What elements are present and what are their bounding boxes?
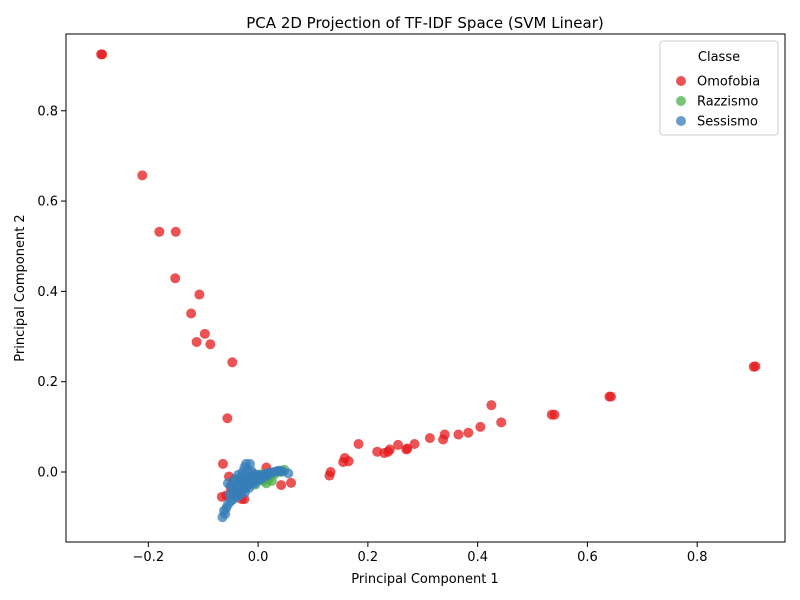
point-omofobia-3 [154, 226, 165, 237]
point-omofobia-2 [137, 170, 148, 181]
plot-frame [65, 33, 786, 543]
point-omofobia-29 [343, 456, 354, 467]
point-omofobia-44 [475, 421, 486, 432]
point-omofobia-8 [199, 328, 210, 339]
point-sessismo-58 [262, 470, 273, 481]
y-tick-label-1: 0.2 [37, 375, 58, 390]
x-axis: −0.2 0.0 0.2 0.4 0.6 0.8 [133, 542, 708, 565]
legend: Classe Omofobia Razzismo Sessismo [659, 40, 779, 136]
x-tick-label-5: 0.8 [687, 550, 708, 565]
point-sessismo-54 [224, 489, 235, 500]
point-omofobia-46 [496, 417, 507, 428]
point-omofobia-48 [549, 409, 560, 420]
point-omofobia-23 [276, 480, 287, 491]
legend-label-razzismo: Razzismo [697, 95, 758, 110]
point-omofobia-50 [606, 391, 617, 402]
x-tick-label-4: 0.6 [577, 550, 598, 565]
point-omofobia-12 [222, 413, 233, 424]
point-omofobia-41 [439, 429, 450, 440]
y-tick-label-3: 0.6 [37, 195, 58, 210]
point-omofobia-24 [286, 477, 297, 488]
point-omofobia-45 [486, 400, 497, 411]
x-axis-label: Principal Component 1 [351, 572, 498, 587]
legend-title: Classe [698, 50, 740, 65]
point-omofobia-10 [205, 339, 216, 350]
point-omofobia-42 [453, 429, 464, 440]
legend-box [659, 40, 779, 136]
legend-marker-sessismo [676, 116, 686, 126]
y-tick-label-4: 0.8 [37, 104, 58, 119]
y-tick-label-2: 0.4 [37, 285, 58, 300]
point-omofobia-9 [191, 336, 202, 347]
point-omofobia-7 [186, 308, 197, 319]
y-axis: 0.0 0.2 0.4 0.6 0.8 [37, 104, 66, 481]
point-omofobia-11 [227, 357, 238, 368]
x-tick-label-1: 0.0 [248, 550, 269, 565]
point-omofobia-52 [750, 361, 761, 372]
point-omofobia-38 [409, 439, 420, 450]
point-sessismo-25 [283, 468, 294, 479]
point-omofobia-35 [393, 439, 404, 450]
point-omofobia-6 [194, 289, 205, 300]
point-omofobia-1 [97, 49, 108, 60]
y-tick-label-0: 0.0 [37, 466, 58, 481]
point-omofobia-37 [402, 443, 413, 454]
point-omofobia-30 [353, 439, 364, 450]
y-axis-label: Principal Component 2 [13, 214, 28, 361]
point-omofobia-39 [424, 433, 435, 444]
point-omofobia-5 [170, 273, 181, 284]
point-omofobia-43 [463, 427, 474, 438]
x-tick-label-3: 0.4 [467, 550, 488, 565]
chart-title: PCA 2D Projection of TF-IDF Space (SVM L… [246, 14, 603, 32]
point-omofobia-13 [217, 458, 228, 469]
point-sessismo-59 [234, 490, 245, 501]
legend-label-sessismo: Sessismo [697, 115, 758, 130]
legend-label-omofobia: Omofobia [697, 75, 760, 90]
point-sessismo-57 [250, 472, 261, 483]
points-layer [96, 49, 761, 523]
point-omofobia-26 [325, 467, 336, 478]
legend-marker-razzismo [676, 96, 686, 106]
legend-entries: Omofobia Razzismo Sessismo [676, 75, 760, 130]
x-tick-label-2: 0.2 [358, 550, 379, 565]
point-omofobia-4 [170, 226, 181, 237]
legend-marker-omofobia [676, 76, 686, 86]
x-tick-label-0: −0.2 [133, 550, 165, 565]
point-omofobia-34 [384, 444, 395, 455]
